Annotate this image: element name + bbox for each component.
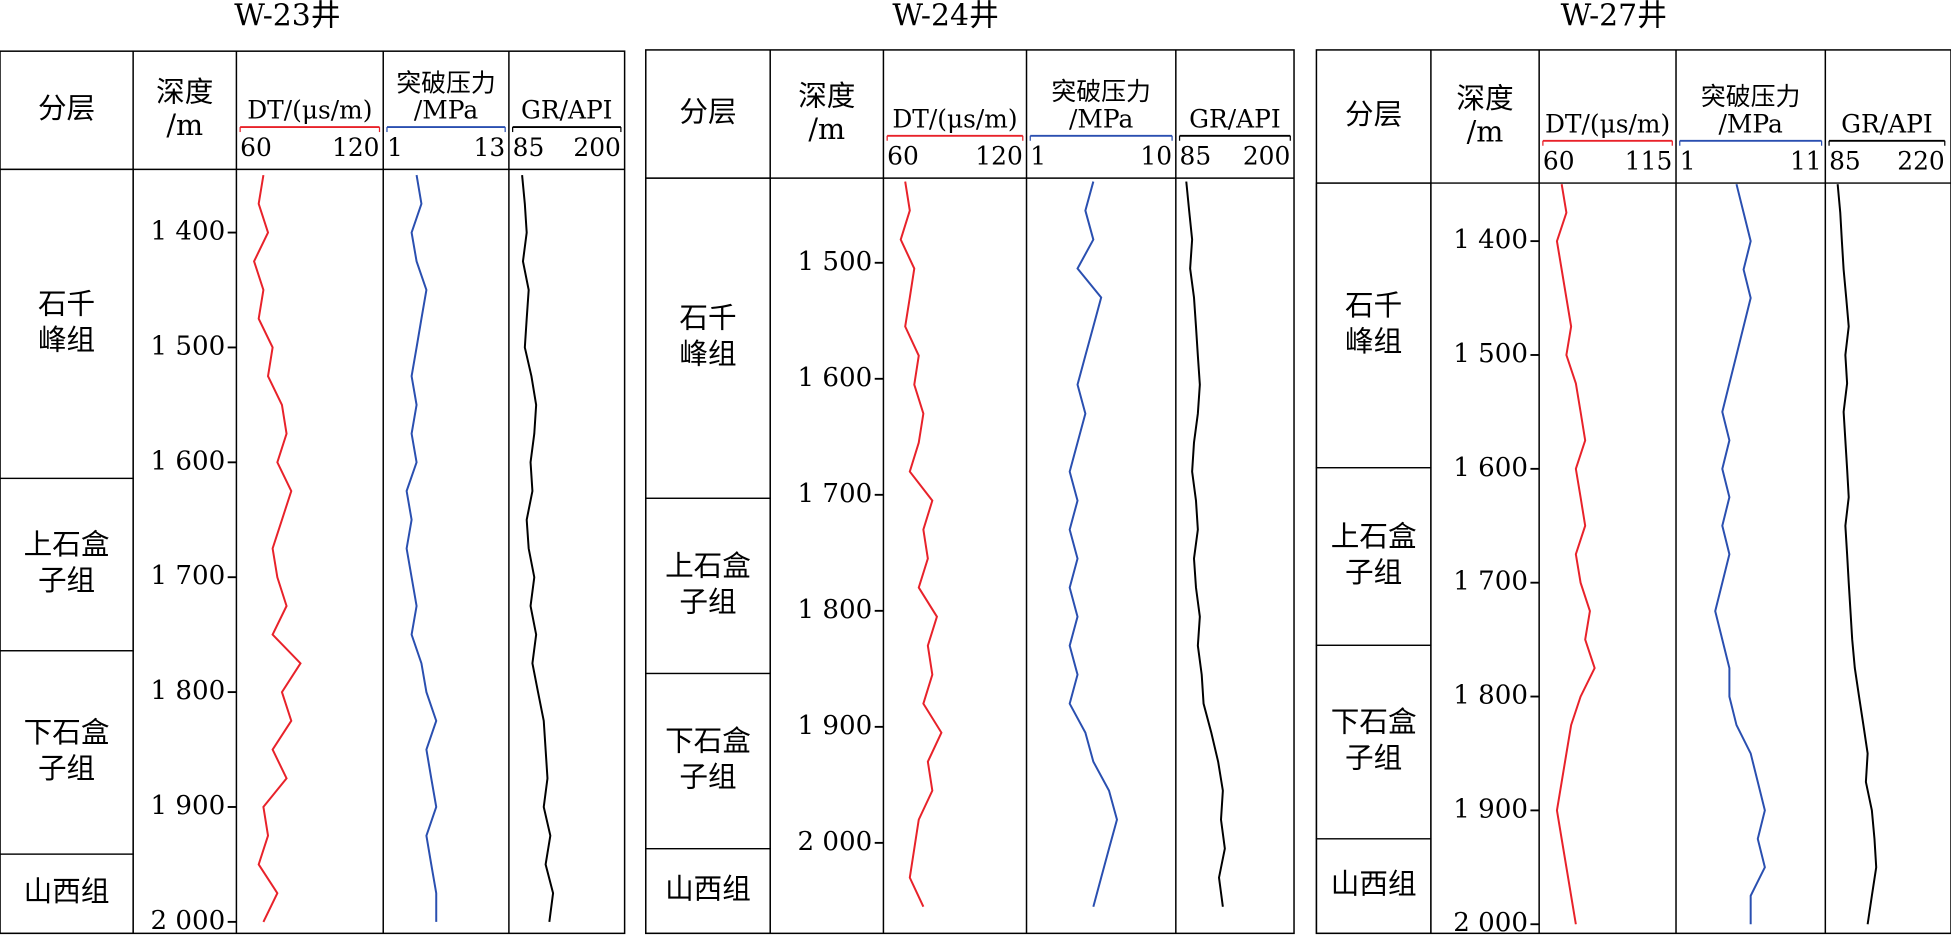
- track-name: GR/API: [1841, 109, 1933, 138]
- log-curve: [405, 174, 438, 922]
- layer-name: 山西组: [24, 874, 110, 908]
- depth-tick-label: 1 700: [1453, 567, 1528, 597]
- x-tick-label: 120: [975, 142, 1022, 171]
- layer-name: 子组: [38, 751, 95, 785]
- depth-header: 深度: [798, 78, 855, 112]
- layer-name: 下石盒: [1331, 705, 1417, 739]
- log-curve: [1068, 181, 1119, 907]
- layer-header: 分层: [38, 91, 95, 125]
- depth-tick-label: 1 800: [1453, 681, 1528, 711]
- depth-tick-label: 1 900: [1453, 794, 1528, 824]
- x-tick-label: 200: [573, 133, 620, 162]
- log-curve: [1714, 183, 1766, 925]
- x-tick-label: 200: [1243, 142, 1290, 171]
- well-title: W-27井: [1561, 0, 1667, 34]
- track-name: GR/API: [521, 96, 613, 125]
- depth-tick-label: 1 600: [797, 363, 872, 393]
- track-name: DT/(μs/m): [892, 104, 1017, 133]
- layer-name: 子组: [1345, 555, 1402, 589]
- depth-header: /m: [1467, 114, 1504, 148]
- well-frame: [645, 49, 1295, 935]
- depth-tick-label: 1 900: [797, 711, 872, 741]
- layer-name: 石千: [38, 286, 95, 320]
- x-tick-label: 85: [1180, 142, 1212, 171]
- depth-header: 深度: [156, 75, 213, 109]
- layer-zone: [645, 848, 771, 934]
- x-tick-label: 13: [474, 133, 506, 162]
- depth-tick-label: 1 700: [150, 561, 225, 591]
- layer-header: 分层: [1345, 97, 1402, 131]
- x-tick-label: 220: [1897, 147, 1944, 176]
- layer-name: 上石盒: [665, 548, 751, 582]
- layer-name: 石千: [1345, 288, 1402, 322]
- log-curve: [1836, 184, 1878, 925]
- depth-tick-label: 2 000: [150, 906, 225, 936]
- track-name: 突破压力: [1051, 77, 1151, 106]
- layer-name: 石千: [679, 301, 736, 335]
- track-name: /MPa: [1719, 109, 1783, 138]
- depth-tick-label: 1 500: [150, 331, 225, 361]
- layer-zone: [1315, 838, 1432, 934]
- track-name: /MPa: [414, 96, 478, 125]
- track-name: /MPa: [1069, 104, 1133, 133]
- log-curve: [899, 181, 943, 908]
- layer-name: 山西组: [665, 872, 751, 906]
- depth-tick-label: 2 000: [797, 827, 872, 857]
- well-frame: [0, 50, 626, 935]
- log-curve: [253, 174, 302, 923]
- depth-tick-label: 1 900: [150, 791, 225, 821]
- x-tick-label: 10: [1140, 142, 1172, 171]
- depth-tick-label: 1 600: [150, 446, 225, 476]
- layer-header: 分层: [679, 95, 736, 129]
- layer-name: 峰组: [1345, 324, 1402, 358]
- log-curve: [1185, 181, 1226, 907]
- layer-name: 子组: [1345, 741, 1402, 775]
- x-tick-label: 85: [1829, 147, 1861, 176]
- layer-zone: [0, 853, 134, 934]
- log-curve: [521, 175, 555, 923]
- track-name: DT/(μs/m): [247, 96, 372, 125]
- layer-name: 子组: [679, 760, 736, 794]
- track-name: 突破压力: [396, 68, 496, 97]
- log-curve: [1555, 184, 1596, 925]
- depth-tick-label: 1 500: [797, 247, 872, 277]
- layer-name: 下石盒: [665, 724, 751, 758]
- layer-name: 子组: [679, 584, 736, 618]
- well-title: W-24井: [892, 0, 998, 34]
- layer-name: 峰组: [38, 322, 95, 356]
- depth-header: 深度: [1456, 81, 1513, 115]
- depth-tick-label: 1 800: [150, 676, 225, 706]
- layer-name: 山西组: [1331, 867, 1417, 901]
- x-tick-label: 60: [887, 142, 919, 171]
- depth-tick-label: 2 000: [1453, 908, 1528, 936]
- layer-name: 上石盒: [1331, 519, 1417, 553]
- x-tick-label: 60: [1543, 147, 1575, 176]
- well-title: W-23井: [234, 0, 340, 34]
- layer-name: 上石盒: [24, 527, 110, 561]
- depth-header: /m: [166, 108, 203, 142]
- x-tick-label: 115: [1625, 147, 1672, 176]
- layer-name: 峰组: [679, 337, 736, 371]
- track-name: DT/(μs/m): [1545, 109, 1670, 138]
- depth-tick-label: 1 500: [1453, 339, 1528, 369]
- depth-tick-label: 1 600: [1453, 453, 1528, 483]
- depth-tick-label: 1 800: [797, 595, 872, 625]
- track-name: 突破压力: [1701, 82, 1800, 111]
- x-tick-label: 11: [1790, 147, 1822, 176]
- depth-header: /m: [808, 112, 845, 146]
- x-tick-label: 1: [387, 133, 403, 162]
- track-name: GR/API: [1189, 104, 1281, 133]
- layer-name: 子组: [38, 563, 95, 597]
- x-tick-label: 1: [1030, 142, 1046, 171]
- x-tick-label: 85: [513, 133, 545, 162]
- layer-name: 下石盒: [24, 715, 110, 749]
- depth-tick-label: 1 400: [150, 217, 225, 247]
- depth-tick-label: 1 700: [797, 479, 872, 509]
- depth-tick-label: 1 400: [1453, 225, 1528, 255]
- x-tick-label: 1: [1680, 147, 1696, 176]
- x-tick-label: 120: [332, 133, 379, 162]
- x-tick-label: 60: [240, 133, 272, 162]
